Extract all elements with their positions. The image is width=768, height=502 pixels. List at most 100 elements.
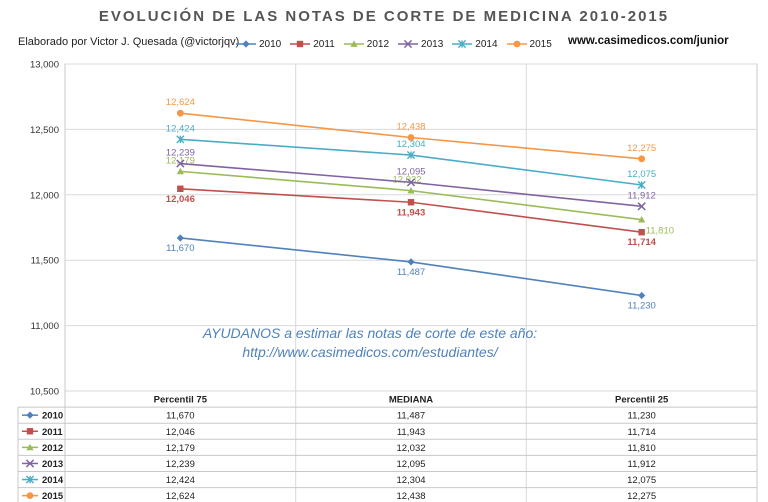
table-category-header: Percentil 25 bbox=[615, 395, 669, 406]
data-label-2011-1: 11,943 bbox=[397, 207, 426, 218]
table-cell-2011-0: 12,046 bbox=[166, 427, 195, 438]
website-link[interactable]: www.casimedicos.com/junior bbox=[568, 35, 729, 47]
point-2012-1 bbox=[407, 187, 415, 194]
table-cell-2013-2: 11,912 bbox=[627, 459, 655, 470]
table-series-name-2010: 2010 bbox=[42, 411, 63, 422]
y-tick-label: 11,000 bbox=[31, 321, 59, 332]
legend-label-2010: 2010 bbox=[259, 38, 282, 50]
table-cell-2015-1: 12,438 bbox=[396, 491, 425, 502]
table-series-name-2012: 2012 bbox=[42, 443, 63, 454]
data-label-2013-1: 12,095 bbox=[396, 166, 425, 177]
legend-marker-2012 bbox=[350, 40, 358, 47]
legend-label-2012: 2012 bbox=[366, 38, 390, 50]
point-2013-0-b bbox=[176, 159, 185, 168]
point-2011-0 bbox=[177, 185, 184, 192]
table-cell-2013-0: 12,239 bbox=[166, 459, 195, 470]
table-cell-2012-1: 12,032 bbox=[396, 443, 425, 454]
legend-label-2011: 2011 bbox=[313, 38, 335, 50]
legend-key-2014 bbox=[452, 39, 473, 49]
table-cell-2010-0: 11,670 bbox=[166, 411, 194, 422]
chart-legend: 2010 2011 2012 2013 2014 2015 bbox=[236, 36, 561, 52]
data-label-2010-0: 11,670 bbox=[166, 243, 194, 254]
legend-key-2013 bbox=[398, 39, 419, 49]
point-2012-0 bbox=[176, 167, 184, 175]
point-2014-2 bbox=[637, 180, 646, 190]
legend-marker-2011 bbox=[297, 40, 304, 48]
data-label-2012-0: 12,179 bbox=[166, 155, 195, 166]
data-label-2012-2: 11,810 bbox=[646, 226, 674, 237]
table-category-header: Percentil 75 bbox=[154, 395, 208, 406]
data-label-2015-2: 12,275 bbox=[627, 143, 656, 154]
point-2013-1 bbox=[406, 178, 416, 187]
legend-marker-2014 bbox=[458, 39, 467, 49]
y-tick-label: 12,500 bbox=[30, 125, 59, 136]
table-cell-2012-0: 12,179 bbox=[166, 443, 195, 454]
point-2013-2 bbox=[637, 202, 646, 211]
point-2015-0 bbox=[176, 109, 184, 117]
data-label-2011-2: 11,714 bbox=[627, 237, 656, 248]
author-credit: Elaborado por Victor J. Quesada (@victor… bbox=[18, 36, 240, 48]
point-2014-1 bbox=[406, 150, 416, 160]
point-2013-0 bbox=[176, 159, 185, 168]
table-cell-2011-1: 11,943 bbox=[397, 427, 425, 438]
data-label-2014-1: 12,304 bbox=[396, 139, 425, 150]
table-cell-2010-2: 11,230 bbox=[627, 411, 655, 422]
legend-key-2011 bbox=[290, 40, 311, 48]
point-2014-0 bbox=[176, 135, 185, 144]
data-label-2013-0: 12,239 bbox=[166, 148, 195, 159]
data-label-2010-2: 11,230 bbox=[627, 301, 655, 312]
legend-marker-2015 bbox=[513, 40, 520, 48]
legend-marker-2013 bbox=[403, 39, 413, 49]
table-series-name-2013: 2013 bbox=[42, 459, 63, 470]
table-cell-2013-1: 12,095 bbox=[396, 459, 425, 470]
table-cell-2011-2: 11,714 bbox=[627, 427, 655, 438]
promo-url[interactable]: http://www.casimedicos.com/estudiantes/ bbox=[242, 344, 498, 360]
point-2015-2 bbox=[638, 155, 646, 163]
chart-title: EVOLUCIÓN DE LAS NOTAS DE CORTE DE MEDIC… bbox=[98, 8, 670, 25]
data-label-2015-0: 12,624 bbox=[166, 97, 195, 108]
table-cell-2010-1: 11,487 bbox=[397, 411, 425, 422]
legend-item-2013: 2013 bbox=[398, 39, 443, 50]
legend-label-2015: 2015 bbox=[529, 38, 552, 50]
table-cell-2014-0: 12,424 bbox=[166, 475, 195, 486]
table-cell-2015-2: 12,275 bbox=[627, 491, 656, 502]
point-2013-2-b bbox=[637, 202, 646, 211]
table-series-name-2011: 2011 bbox=[42, 427, 63, 438]
point-2013-1-b bbox=[406, 178, 416, 187]
point-2010-1 bbox=[407, 258, 415, 266]
y-tick-label: 10,500 bbox=[30, 387, 59, 398]
table-cell-2014-2: 12,075 bbox=[627, 475, 656, 486]
table-cell-2012-2: 11,810 bbox=[627, 443, 655, 454]
table-cell-2015-0: 12,624 bbox=[166, 491, 195, 502]
legend-label-2013: 2013 bbox=[421, 38, 444, 50]
legend-key-2015 bbox=[506, 40, 527, 48]
promo-message: AYUDANOS a estimar las notas de corte de… bbox=[180, 324, 560, 362]
data-label-2010-1: 11,487 bbox=[397, 267, 425, 278]
point-2011-1 bbox=[407, 199, 415, 206]
data-label-2013-2: 11,912 bbox=[627, 190, 655, 201]
legend-item-2010: 2010 bbox=[236, 39, 281, 50]
legend-key-2010 bbox=[236, 40, 256, 48]
legend-marker-2013-b bbox=[403, 39, 413, 49]
y-tick-label: 11,500 bbox=[31, 256, 59, 267]
table-category-header: MEDIANA bbox=[389, 395, 433, 406]
legend-item-2014: 2014 bbox=[452, 38, 498, 50]
point-2010-0 bbox=[176, 234, 184, 242]
y-tick-label: 13,000 bbox=[30, 60, 59, 71]
legend-label-2014: 2014 bbox=[475, 38, 498, 50]
point-2015-1 bbox=[407, 134, 415, 141]
data-label-2012-1: 12,032 bbox=[392, 175, 421, 186]
data-label-2015-1: 12,438 bbox=[396, 122, 425, 133]
y-tick-label: 12,000 bbox=[30, 190, 59, 201]
legend-marker-2010 bbox=[242, 40, 250, 48]
point-2010-2 bbox=[638, 291, 646, 300]
table-cell-2014-1: 12,304 bbox=[396, 475, 425, 486]
table-series-name-2014: 2014 bbox=[42, 475, 64, 486]
point-2012-2 bbox=[638, 216, 646, 223]
legend-item-2012: 2012 bbox=[343, 38, 390, 50]
legend-item-2015: 2015 bbox=[506, 38, 552, 50]
data-label-2014-0: 12,424 bbox=[166, 123, 195, 134]
legend-key-2012 bbox=[343, 40, 364, 47]
point-2011-2 bbox=[638, 229, 645, 236]
